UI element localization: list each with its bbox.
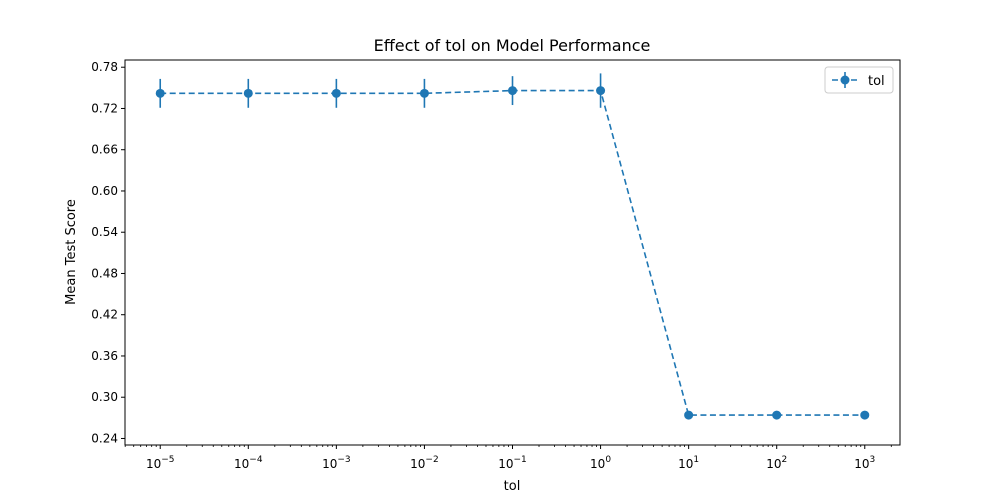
x-tick-label: 10−1 bbox=[498, 455, 527, 471]
series-layer bbox=[155, 73, 870, 420]
x-tick-label: 10−5 bbox=[146, 455, 175, 471]
x-tick-label: 101 bbox=[678, 455, 699, 471]
series-line bbox=[160, 89, 865, 416]
x-tick-label: 100 bbox=[590, 455, 611, 471]
y-axis-label: Mean Test Score bbox=[64, 199, 79, 305]
data-point bbox=[860, 410, 870, 420]
x-tick-label: 10−2 bbox=[410, 455, 439, 471]
x-tick-label: 10−4 bbox=[234, 455, 263, 471]
x-axis-label: tol bbox=[504, 479, 521, 494]
data-point bbox=[684, 410, 694, 420]
data-point bbox=[772, 410, 782, 420]
data-point bbox=[331, 88, 341, 98]
y-tick-label: 0.30 bbox=[91, 390, 118, 404]
y-axis: 0.24 0.30 0.36 0.42 0.48 0.54 0.60 0.66 0.72 0.78 bbox=[91, 60, 125, 445]
plot-frame bbox=[124, 59, 901, 446]
legend-box bbox=[824, 66, 894, 94]
y-tick-label: 0.78 bbox=[91, 60, 118, 74]
x-tick-label: 102 bbox=[766, 455, 787, 471]
y-tick-label: 0.60 bbox=[91, 184, 118, 198]
y-tick-label: 0.42 bbox=[91, 308, 118, 322]
y-tick-label: 0.66 bbox=[91, 143, 118, 157]
plot-area bbox=[124, 59, 901, 446]
y-tick-label: 0.54 bbox=[91, 225, 118, 239]
x-tick-label: 10−3 bbox=[322, 455, 351, 471]
y-tick-label: 0.24 bbox=[91, 431, 118, 445]
x-axis: 10−5 10−4 10−3 10−2 10−1 100 101 102 103 bbox=[124, 445, 892, 471]
data-point bbox=[596, 86, 606, 96]
data-point bbox=[243, 88, 253, 98]
legend-label: tol bbox=[868, 74, 885, 89]
y-tick-label: 0.48 bbox=[91, 266, 118, 280]
data-point bbox=[155, 88, 165, 98]
legend-marker bbox=[840, 75, 850, 85]
data-point bbox=[419, 88, 429, 98]
legend: tol bbox=[824, 66, 894, 94]
y-tick-label: 0.72 bbox=[91, 101, 118, 115]
chart-title: Effect of tol on Model Performance bbox=[374, 36, 651, 55]
data-point bbox=[508, 86, 517, 96]
x-tick-label: 103 bbox=[854, 455, 875, 471]
y-tick-label: 0.36 bbox=[91, 349, 118, 363]
